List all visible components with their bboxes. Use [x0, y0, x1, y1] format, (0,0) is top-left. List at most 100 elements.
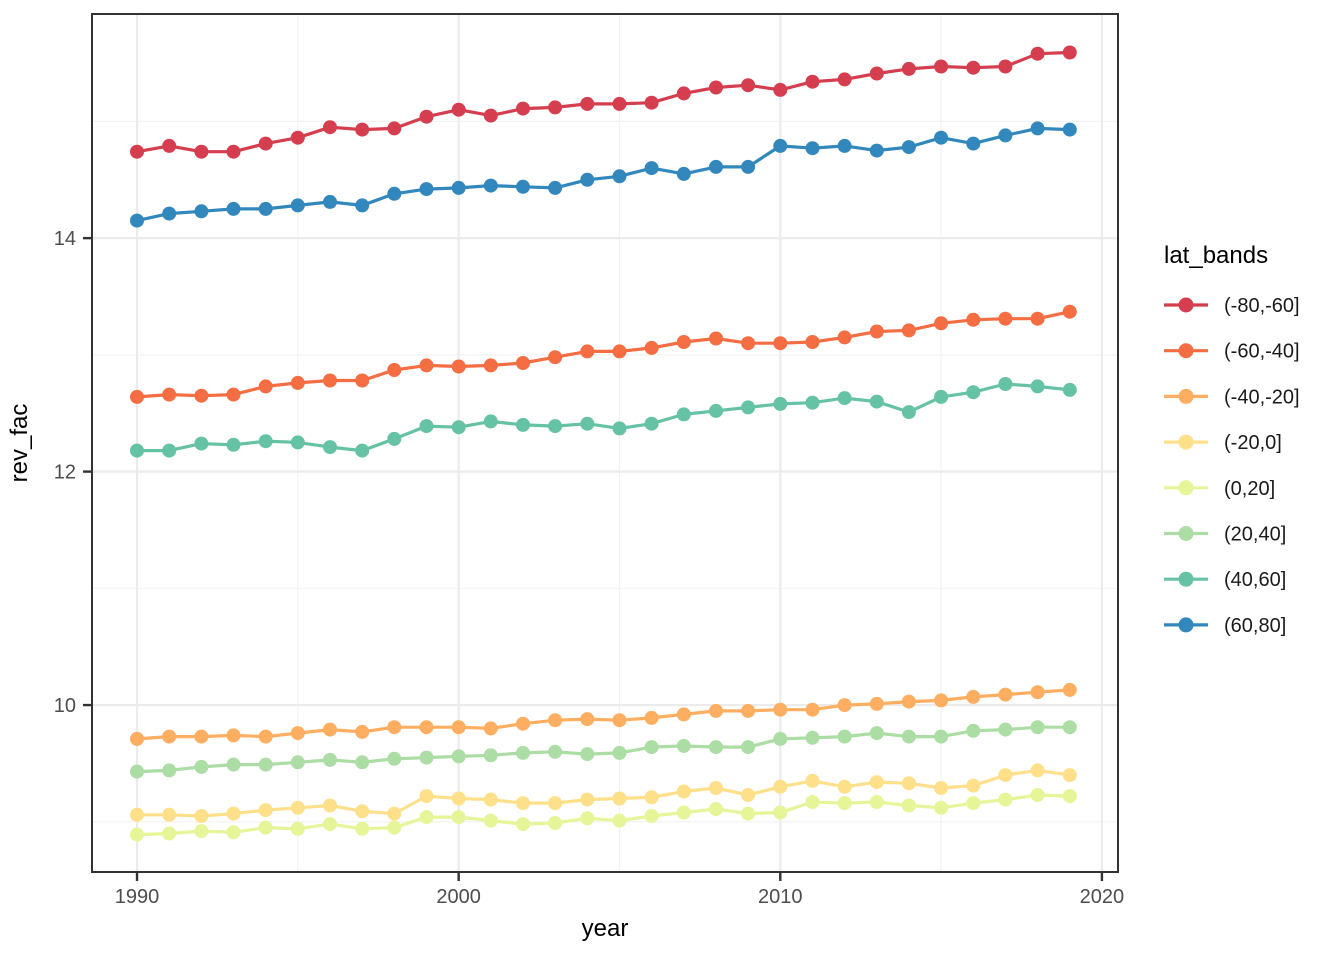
y-axis-title: rev_fac [6, 404, 33, 483]
data-point [901, 776, 916, 791]
data-point [548, 796, 563, 811]
data-point [451, 102, 466, 117]
data-point [709, 159, 723, 174]
data-point [162, 807, 177, 822]
data-point [226, 437, 241, 452]
data-point [612, 344, 627, 359]
data-point [966, 796, 981, 811]
data-point [934, 693, 949, 708]
data-point [323, 440, 337, 455]
data-point [194, 144, 209, 159]
data-point [580, 792, 595, 807]
data-point [644, 809, 659, 823]
legend-item-label: (-80,-60] [1224, 295, 1300, 317]
data-point [1062, 768, 1077, 783]
data-point [516, 745, 530, 760]
data-point [226, 806, 241, 821]
data-point [323, 120, 337, 135]
data-point [323, 752, 337, 767]
data-point [612, 745, 627, 760]
data-point [419, 789, 434, 804]
data-point [966, 312, 981, 327]
x-tick-label: 2020 [1080, 886, 1125, 908]
data-point [741, 400, 756, 415]
data-point [612, 96, 627, 111]
data-point [934, 729, 949, 744]
data-point [805, 795, 820, 809]
data-point [516, 101, 530, 116]
data-point [934, 316, 949, 331]
data-point [709, 781, 723, 795]
legend-item-label: (-40,-20] [1224, 386, 1300, 408]
data-point [451, 720, 466, 735]
data-point [516, 716, 530, 731]
data-point [580, 416, 595, 431]
data-point [1062, 382, 1077, 397]
data-point [709, 331, 723, 346]
legend-item-label: (60,80] [1224, 615, 1286, 637]
legend-key-dot [1178, 343, 1194, 359]
legend-item-label: (-60,-40] [1224, 341, 1300, 363]
data-point [676, 738, 691, 753]
data-point [1030, 46, 1045, 61]
data-point [162, 729, 177, 744]
data-point [869, 143, 884, 158]
data-point [644, 161, 659, 176]
legend-item-label: (0,20] [1224, 478, 1275, 500]
data-point [451, 810, 466, 825]
data-point [516, 417, 530, 432]
gridlines-major [92, 14, 1118, 872]
data-point [483, 813, 498, 828]
data-point [1030, 311, 1045, 326]
x-tick-label: 2000 [436, 886, 481, 908]
data-point [741, 78, 756, 93]
data-point [998, 128, 1013, 143]
data-point [869, 696, 884, 711]
data-point [805, 74, 820, 89]
data-point [387, 363, 402, 377]
data-point [612, 169, 627, 184]
data-point [998, 311, 1013, 326]
data-point [483, 414, 498, 429]
data-point [741, 703, 756, 718]
data-point [290, 375, 305, 390]
data-point [355, 443, 370, 458]
data-point [676, 784, 691, 799]
data-point [226, 825, 241, 840]
data-point [516, 356, 530, 370]
data-point [258, 803, 273, 818]
data-point [805, 773, 820, 788]
data-point [644, 416, 659, 431]
data-point [837, 729, 852, 744]
data-point [676, 805, 691, 820]
data-point [548, 419, 563, 434]
data-point [612, 421, 627, 436]
data-point [837, 391, 852, 406]
data-point [998, 792, 1013, 807]
data-point [1062, 789, 1077, 804]
data-point [258, 201, 273, 216]
data-point [805, 395, 820, 410]
data-point [901, 694, 916, 709]
data-point [644, 95, 659, 110]
data-point [1062, 304, 1077, 319]
data-point [1030, 121, 1045, 136]
data-point [258, 136, 273, 151]
data-point [194, 824, 209, 839]
data-point [258, 729, 273, 744]
data-point [323, 194, 337, 209]
data-point [676, 166, 691, 181]
data-point [226, 387, 241, 402]
data-point [676, 407, 691, 422]
data-point [773, 779, 788, 794]
data-point [837, 330, 852, 345]
data-point [483, 721, 498, 736]
data-point [355, 821, 370, 836]
data-point [966, 778, 981, 793]
data-point [966, 723, 981, 738]
data-point [323, 722, 337, 737]
data-point [580, 747, 595, 762]
data-point [130, 764, 144, 779]
data-point [580, 712, 595, 727]
legend-key-dot [1178, 617, 1194, 633]
